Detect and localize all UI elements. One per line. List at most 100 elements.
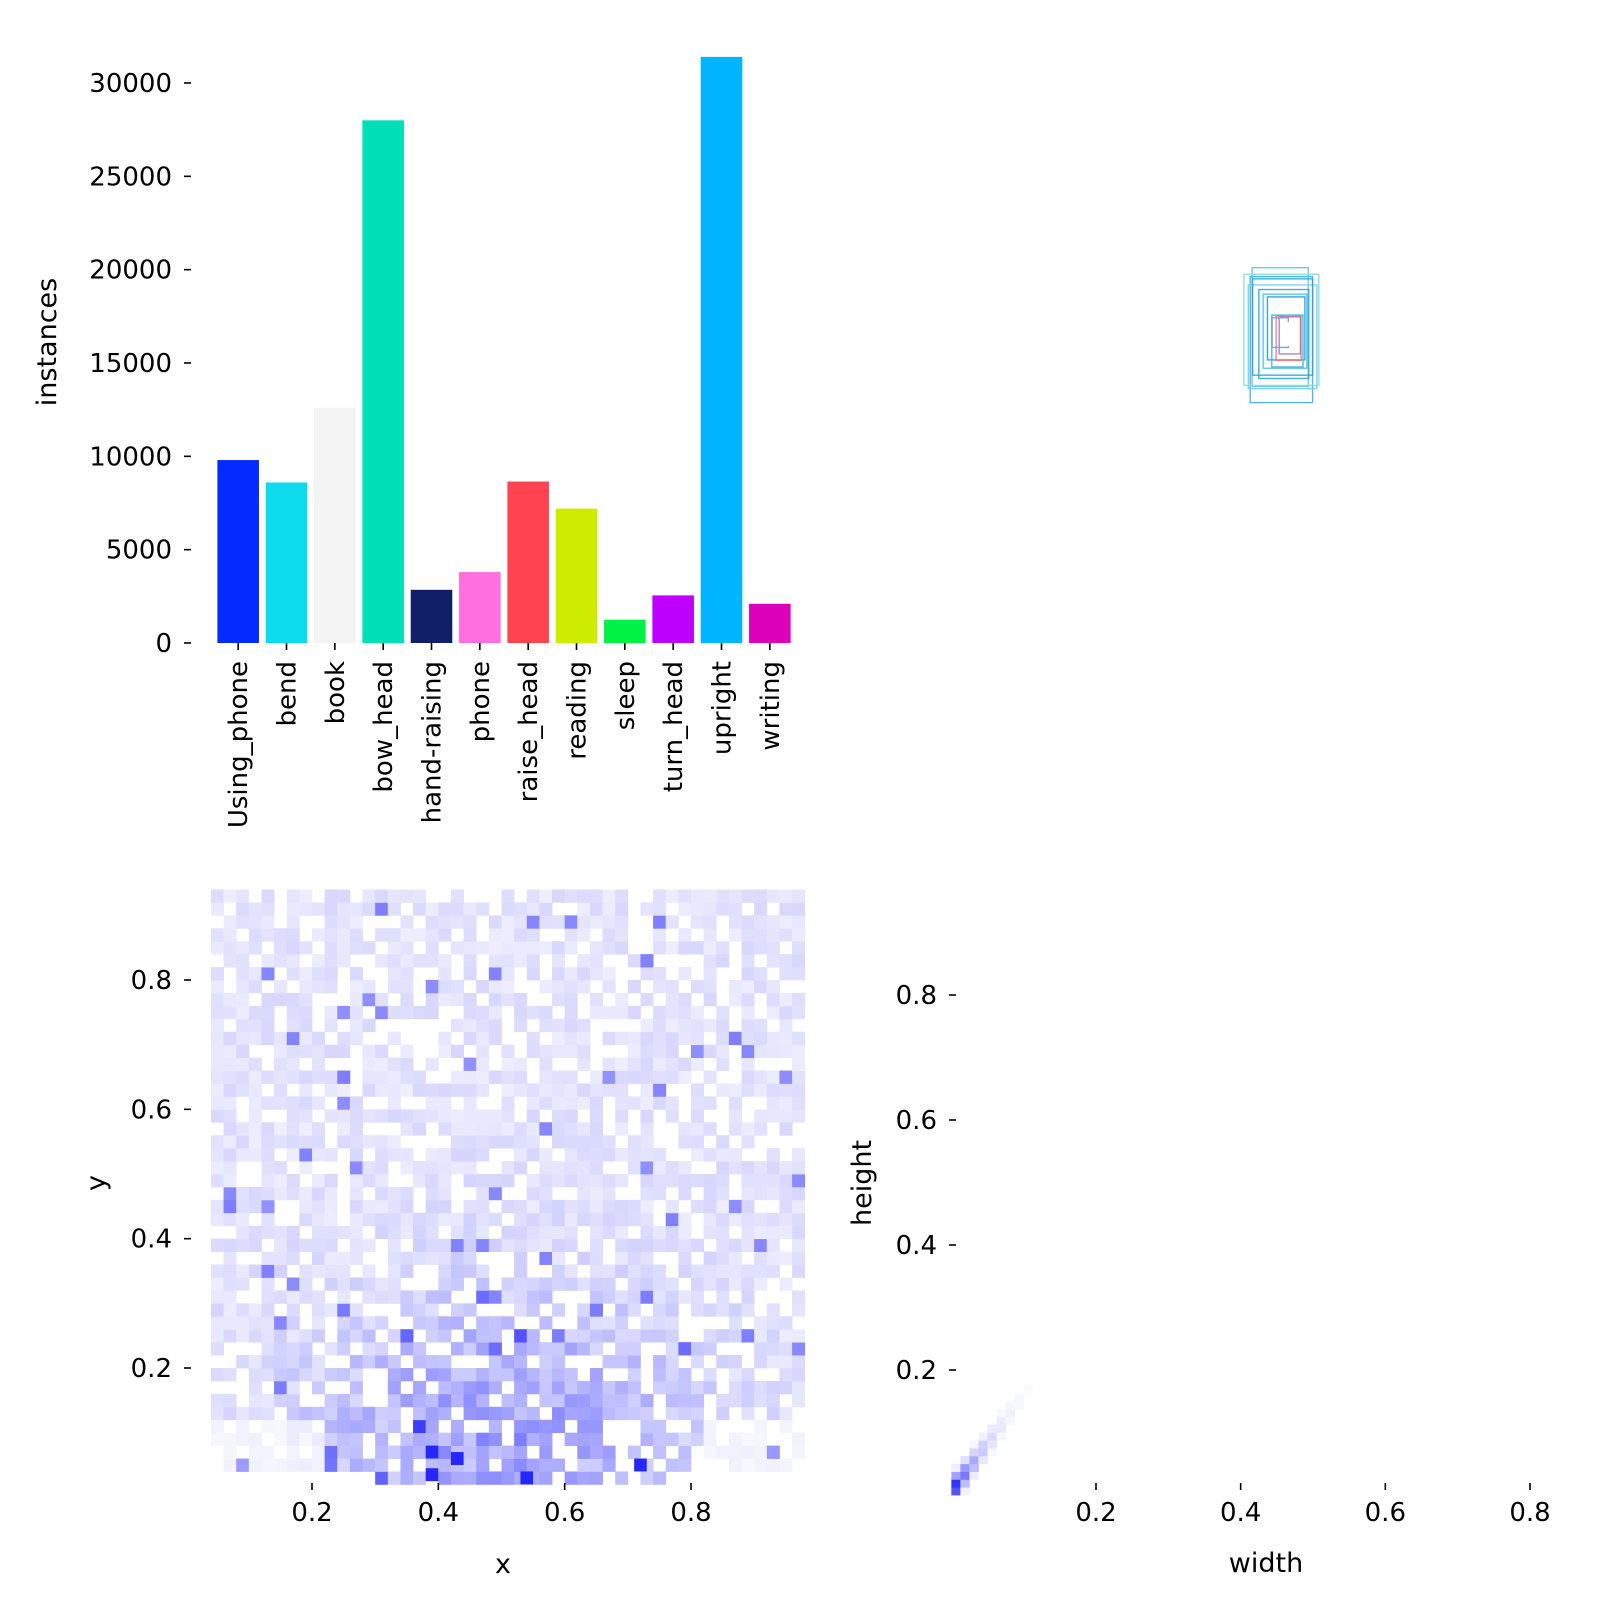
xy-heatmap-cell — [615, 1290, 629, 1304]
xy-heatmap-cell — [665, 1096, 679, 1110]
xy-heatmap-cell — [400, 941, 414, 955]
xy-heatmap-cell — [349, 967, 363, 981]
xy-heatmap-cell — [564, 1432, 578, 1446]
xy-heatmap-cell — [526, 1329, 540, 1343]
xy-heatmap-cell — [691, 1432, 705, 1446]
xy-heatmap-cell — [779, 928, 793, 942]
xy-heatmap-cell — [312, 1316, 326, 1330]
xy-heatmap-cell — [349, 1329, 363, 1343]
xy-heatmap-cell — [691, 1018, 705, 1033]
xy-heatmap-cell — [627, 1148, 641, 1162]
xy-heatmap-cell — [425, 1083, 439, 1097]
xy-heatmap-cell — [741, 1445, 755, 1459]
xy-heatmap-cell — [425, 1186, 439, 1201]
xy-heatmap-cell — [792, 1225, 806, 1240]
xy-heatmap-cell — [653, 889, 667, 903]
xy-heatmap-cell — [792, 1368, 806, 1382]
xy-heatmap-cell — [728, 1148, 742, 1162]
xy-heatmap-cell — [627, 1290, 641, 1304]
xy-heatmap-cell — [634, 1458, 647, 1472]
xy-heatmap-cell — [716, 1031, 730, 1046]
xy-heatmap-cell — [691, 1044, 705, 1058]
xy-heatmap-cell — [488, 1445, 502, 1459]
xy-heatmap-cell — [678, 1122, 692, 1136]
xy-heatmap-cell — [274, 941, 288, 955]
xy-heatmap-cell — [450, 1018, 464, 1033]
xy-heatmap-cell — [728, 1212, 742, 1227]
xy-heatmap-cell — [375, 1225, 389, 1240]
xy-heatmap-cell — [716, 1303, 730, 1317]
xy-heatmap-cell — [653, 1290, 667, 1304]
xy-heatmap-cell — [312, 954, 326, 968]
xy-heatmap-cell — [248, 1018, 262, 1033]
xy-heatmap-cell — [640, 1057, 654, 1071]
xy-heatmap-cell — [602, 1186, 616, 1201]
xy-heatmap-cell — [741, 1161, 755, 1175]
xy-heatmap-cell — [349, 980, 363, 994]
wh-heatmap-cell — [1005, 1401, 1016, 1410]
xy-heatmap-cell — [261, 954, 275, 968]
xy-heatmap-cell — [248, 1186, 262, 1201]
xy-heatmap-cell — [665, 1368, 679, 1382]
xy-heatmap-cell — [741, 1212, 755, 1227]
xy-heatmap-cell — [779, 915, 793, 929]
xy-heatmap-cell — [501, 1445, 515, 1459]
xy-heatmap-cell — [539, 1148, 553, 1162]
bar-x-tick-label: reading — [563, 661, 593, 760]
xy-heatmap-cell — [615, 941, 629, 955]
xy-heatmap-cell — [261, 967, 275, 981]
xy-heatmap-cell — [678, 1174, 692, 1188]
xy-heatmap-cell — [210, 1368, 224, 1382]
xy-heatmap-cell — [741, 1199, 755, 1214]
xy-heatmap-cell — [488, 980, 502, 994]
xy-heatmap-cell — [223, 1109, 237, 1123]
xy-heatmap-cell — [615, 928, 629, 942]
bar-series — [217, 56, 791, 644]
xy-heatmap-cell — [691, 1199, 705, 1214]
xy-heatmap-cell — [387, 1471, 401, 1485]
xy-heatmap-cell — [463, 1070, 477, 1084]
xy-heatmap-cell — [779, 954, 793, 968]
xy-heatmap-cell — [754, 1031, 768, 1046]
xy-heatmap-cell — [766, 1212, 780, 1227]
xy-heatmap-cell — [387, 1445, 401, 1459]
xy-heatmap-cell — [210, 1290, 224, 1304]
xy-heatmap-cell — [640, 1290, 654, 1304]
xy-heatmap-cell — [349, 1005, 363, 1020]
xy-heatmap-cell — [501, 1109, 515, 1123]
xy-heatmap-cell — [564, 1031, 578, 1046]
xy-heatmap-cell — [640, 1135, 654, 1149]
xy-heatmap-cell — [627, 1057, 641, 1071]
wh-heatmap-cell — [1014, 1393, 1025, 1402]
xy-heatmap-cell — [248, 1083, 262, 1097]
xy-heatmap-cell — [476, 1329, 490, 1343]
xy-heatmap-cell — [463, 1458, 477, 1472]
xy-heatmap-cell — [716, 1445, 730, 1459]
xy-heatmap-cell — [210, 1096, 224, 1110]
xy-heatmap-cell — [299, 1264, 313, 1278]
xy-heatmap-cell — [665, 1044, 679, 1058]
xy-heatmap-cell — [678, 1342, 692, 1356]
xy-heatmap-cell — [665, 1342, 679, 1356]
xy-heatmap-cell — [564, 1083, 578, 1097]
xy-heatmap-cell — [400, 1057, 414, 1071]
xy-heatmap-cell — [438, 1148, 452, 1162]
xy-heatmap-cell — [324, 889, 338, 903]
xy-heatmap-cell — [665, 1018, 679, 1033]
xy-heatmap-cell — [728, 1355, 742, 1369]
wh-heatmap-cell — [996, 1424, 1006, 1433]
xy-heatmap-cell — [210, 1277, 224, 1291]
xy-heatmap-cell — [589, 1342, 603, 1356]
xy-heatmap-cell — [375, 1406, 389, 1421]
xy-heatmap-cell — [754, 1161, 768, 1175]
xy-heatmap-cell — [501, 1070, 515, 1084]
xy-heatmap-cell — [691, 1005, 705, 1020]
xy-heatmap-cell — [526, 1342, 540, 1356]
xy-heatmap-cell — [450, 941, 464, 955]
xy-heatmap-cell — [312, 1251, 326, 1265]
xy-heatmap-cell — [312, 1031, 326, 1046]
xy-heatmap-cell — [615, 1225, 629, 1240]
wh-heatmap-cell — [987, 1448, 997, 1457]
xy-heatmap-cell — [665, 980, 679, 994]
